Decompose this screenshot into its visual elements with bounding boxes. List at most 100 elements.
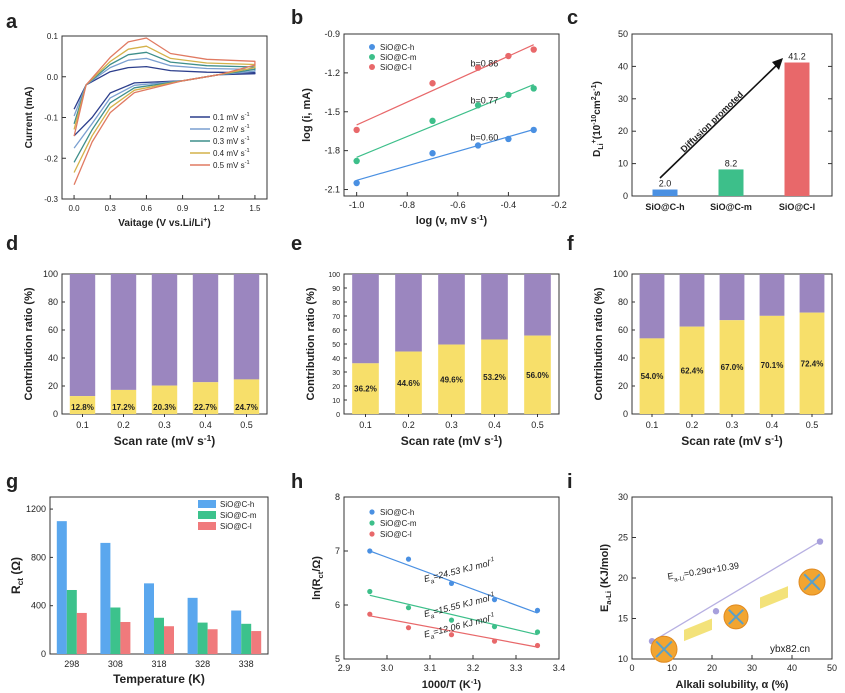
panel-letter-b: b xyxy=(291,7,303,29)
c-category-label-part: SiO@C-h xyxy=(645,202,684,212)
d-ylabel-part: Contribution ratio (%) xyxy=(23,287,35,400)
d-ytick-label-part: 60 xyxy=(48,325,58,335)
i-particle-crack xyxy=(803,573,821,591)
g-ytick-label-part: 800 xyxy=(31,552,46,562)
f-bar-bottom xyxy=(679,326,705,414)
b-slope-label: b=0.86 xyxy=(470,58,498,68)
f-bar-label: 67.0% xyxy=(721,363,744,372)
e-ytick-label: 0 xyxy=(336,412,340,419)
a-xtick-label-part: 0.3 xyxy=(105,204,117,213)
e-bar-label: 44.6% xyxy=(397,379,420,388)
b-xlabel-part: ) xyxy=(484,215,488,227)
b-point-SiO@C-l xyxy=(474,64,482,71)
i-ylabel: Ea-Li (KJ/mol) xyxy=(599,544,613,612)
d-xtick-label-part: 0.3 xyxy=(158,420,171,430)
e-bar-label-part: 56.0% xyxy=(526,371,549,380)
b-legend-swatch xyxy=(369,64,375,70)
f-bar-top xyxy=(799,274,825,313)
f-bar-label: 54.0% xyxy=(641,372,664,381)
f-xtick-label-part: 0.1 xyxy=(646,420,659,430)
c-category-label: SiO@C-m xyxy=(710,202,752,212)
b-point-SiO@C-h xyxy=(505,135,512,143)
e-ytick-label: 40 xyxy=(332,356,340,363)
b-ytick-label-part: -2.1 xyxy=(324,185,340,195)
i-fit-label-part: E xyxy=(667,571,675,582)
h-xlabel: 1000/T (K-1) xyxy=(422,677,482,691)
d-bar-label: 24.7% xyxy=(235,403,258,412)
a-ytick-label-part: 0.1 xyxy=(47,32,59,41)
a-legend-label: 0.4 mV s-1 xyxy=(213,148,250,158)
panel-b-frame xyxy=(343,33,560,197)
g-xtick-label-part: 338 xyxy=(239,659,254,669)
f-xtick-label-part: 0.5 xyxy=(806,420,819,430)
e-bar-top xyxy=(438,274,465,345)
h-xtick-label: 3.4 xyxy=(553,663,566,673)
f-ytick-label: 0 xyxy=(623,409,628,419)
i-xtick-label: 20 xyxy=(707,663,717,673)
a-legend-label-part: 0.5 mV s xyxy=(213,161,245,170)
b-legend-swatch xyxy=(369,54,375,60)
c-ytick-label: 10 xyxy=(618,159,628,169)
i-xtick-label: 30 xyxy=(747,663,757,673)
b-fit-line-SiO@C-m xyxy=(356,84,534,158)
h-point-SiO@C-l xyxy=(534,642,541,649)
b-legend-label-part: SiO@C-h xyxy=(380,43,414,52)
b-xlabel-part: -1 xyxy=(477,213,485,222)
h-point-SiO@C-l xyxy=(491,638,498,644)
i-fit-label-part: a-Li xyxy=(674,575,685,584)
h-xtick-label: 3.1 xyxy=(424,663,437,673)
i-xtick-label: 50 xyxy=(827,663,837,673)
f-bar-label-part: 62.4% xyxy=(681,366,704,375)
b-point-SiO@C-l xyxy=(505,52,512,60)
a-xtick-label: 0.9 xyxy=(177,204,189,213)
d-bar-label: 20.3% xyxy=(153,403,176,412)
d-bar-top xyxy=(192,274,219,383)
i-ytick-label-part: 25 xyxy=(618,533,628,543)
a-cv-curve-1 xyxy=(73,65,256,137)
b-slope-label-part: b=0.60 xyxy=(470,133,498,143)
b-slope-label: b=0.60 xyxy=(470,133,498,143)
a-legend-label: 0.3 mV s-1 xyxy=(213,136,250,146)
d-xtick-label-part: 0.2 xyxy=(117,420,130,430)
e-xtick-label-part: 0.5 xyxy=(531,420,544,430)
d-xtick-label: 0.1 xyxy=(76,420,89,430)
panel-letter-d: d xyxy=(6,233,18,255)
a-legend-label-part: 0.4 mV s xyxy=(213,149,245,158)
h-xtick-label: 3.0 xyxy=(381,663,394,673)
i-arrow-2 xyxy=(760,586,788,609)
panel-letter-a: a xyxy=(6,11,18,33)
g-bar-SiO@C-l xyxy=(251,631,262,654)
h-ytick-label-part: 8 xyxy=(335,492,340,502)
i-fit-label-part: =0.29α+10.39 xyxy=(683,560,740,579)
a-ytick-label-part: -0.3 xyxy=(44,195,58,204)
g-legend-label-part: SiO@C-m xyxy=(220,511,257,520)
f-bar-label-part: 54.0% xyxy=(641,372,664,381)
b-ylabel-part: log (i, mA) xyxy=(301,88,313,142)
d-xlabel-part: Scan rate (mV s xyxy=(114,434,204,448)
e-ylabel: Contribution ratio (%) xyxy=(305,287,317,400)
f-xlabel-part: ) xyxy=(779,434,783,448)
c-ylabel-part: cm xyxy=(592,100,603,115)
e-ytick-label: 80 xyxy=(332,300,340,307)
b-point-SiO@C-m xyxy=(353,157,360,165)
d-ytick-label-part: 80 xyxy=(48,297,58,307)
i-xtick-label-part: 50 xyxy=(827,663,837,673)
f-ytick-label-part: 40 xyxy=(618,353,628,363)
c-ylabel-part: Li xyxy=(598,143,605,149)
i-xtick-label-part: 10 xyxy=(667,663,677,673)
e-bar-top xyxy=(524,274,551,336)
e-ytick-label-part: 40 xyxy=(332,356,340,363)
f-xtick-label: 0.2 xyxy=(686,420,699,430)
i-xlabel: Alkali solubility, α (%) xyxy=(676,679,789,691)
e-xtick-label: 0.1 xyxy=(359,420,372,430)
h-point-SiO@C-m xyxy=(534,629,541,635)
a-xtick-label: 0.6 xyxy=(141,204,153,213)
i-particle-crack xyxy=(655,640,673,658)
h-ytick-label: 7 xyxy=(335,546,340,556)
g-legend-label: SiO@C-l xyxy=(220,522,252,531)
h-point-SiO@C-m xyxy=(491,624,498,630)
g-bar-SiO@C-m xyxy=(110,607,121,654)
i-fit-label: Ea-Li=0.29α+10.39 xyxy=(667,560,740,584)
d-xtick-label-part: 0.1 xyxy=(76,420,89,430)
e-xlabel: Scan rate (mV s-1) xyxy=(401,433,503,448)
